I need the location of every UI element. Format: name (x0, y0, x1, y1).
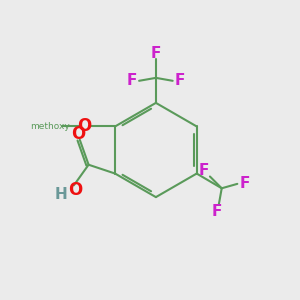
Text: methoxy: methoxy (30, 122, 70, 131)
Text: F: F (239, 176, 250, 191)
Text: F: F (199, 163, 209, 178)
Text: F: F (151, 46, 161, 61)
Text: O: O (77, 117, 91, 135)
Text: O: O (68, 181, 83, 199)
Text: O: O (71, 125, 85, 143)
Text: F: F (127, 73, 137, 88)
Text: H: H (54, 187, 67, 202)
Text: F: F (212, 204, 223, 219)
Text: F: F (175, 73, 185, 88)
